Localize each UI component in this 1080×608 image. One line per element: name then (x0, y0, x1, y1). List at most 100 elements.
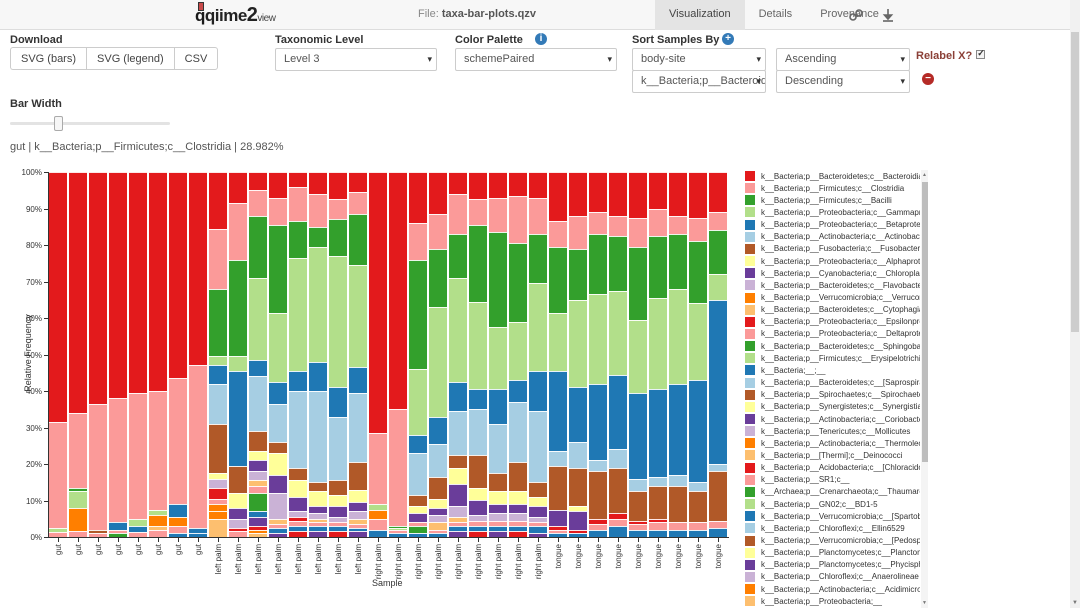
bar-segment[interactable] (629, 529, 647, 537)
bar-segment[interactable] (249, 516, 267, 526)
bar-segment[interactable] (589, 460, 607, 472)
download-icon[interactable] (880, 7, 896, 23)
bar-segment[interactable] (649, 297, 667, 390)
sample-bar[interactable] (589, 172, 607, 537)
bar-segment[interactable] (529, 482, 547, 497)
bar-segment[interactable] (709, 463, 727, 472)
bar-segment[interactable] (69, 172, 87, 413)
bar-segment[interactable] (649, 529, 667, 537)
bar-segment[interactable] (429, 507, 447, 516)
bar-segment[interactable] (549, 465, 567, 510)
bar-segment[interactable] (149, 509, 167, 516)
download-svg-bars-button[interactable]: SVG (bars) (10, 47, 87, 70)
bar-segment[interactable] (249, 511, 267, 517)
sample-bar[interactable] (709, 172, 727, 537)
bar-segment[interactable] (309, 531, 327, 537)
bar-segment[interactable] (709, 274, 727, 300)
bar-segment[interactable] (269, 442, 287, 453)
bar-segment[interactable] (589, 471, 607, 519)
bar-segment[interactable] (689, 217, 707, 242)
bar-segment[interactable] (209, 228, 227, 289)
bar-segment[interactable] (169, 533, 187, 537)
bar-segment[interactable] (109, 529, 127, 534)
legend-item[interactable]: k__Bacteria;__;__ (745, 364, 826, 376)
bar-segment[interactable] (489, 473, 507, 492)
bar-segment[interactable] (289, 370, 307, 391)
bar-segment[interactable] (629, 172, 647, 218)
legend-scroll-up-icon[interactable]: ▲ (922, 172, 927, 178)
bar-segment[interactable] (249, 480, 267, 486)
bar-segment[interactable] (149, 529, 167, 537)
bar-segment[interactable] (529, 370, 547, 412)
bar-segment[interactable] (329, 516, 347, 523)
sample-bar[interactable] (429, 172, 447, 537)
sample-bar[interactable] (389, 172, 407, 537)
bar-segment[interactable] (589, 529, 607, 537)
bar-segment[interactable] (289, 516, 307, 521)
bar-segment[interactable] (329, 199, 347, 220)
bar-segment[interactable] (629, 491, 647, 521)
bar-segment[interactable] (569, 215, 587, 249)
bar-segment[interactable] (249, 431, 267, 452)
legend-item[interactable]: k__Bacteria;p__Bacteroidetes;c__Sphingob… (745, 340, 920, 352)
bar-segment[interactable] (669, 485, 687, 523)
bar-segment[interactable] (509, 172, 527, 196)
bar-segment[interactable] (609, 374, 627, 450)
sample-bar[interactable] (329, 172, 347, 537)
bar-segment[interactable] (589, 524, 607, 530)
sample-bar[interactable] (469, 172, 487, 537)
bar-segment[interactable] (449, 193, 467, 235)
legend-item[interactable]: k__Bacteria;p__Cyanobacteria;c__Chloropl… (745, 267, 920, 279)
legend-item[interactable]: k__Bacteria;p__Firmicutes;c__Erysipelotr… (745, 352, 920, 364)
bar-segment[interactable] (329, 255, 347, 388)
bar-segment[interactable] (349, 392, 367, 463)
bar-segment[interactable] (449, 505, 467, 517)
bar-segment[interactable] (429, 515, 447, 523)
bar-segment[interactable] (309, 226, 327, 247)
bar-segment[interactable] (289, 467, 307, 481)
bar-segment[interactable] (609, 172, 627, 216)
bar-segment[interactable] (229, 465, 247, 494)
bar-segment[interactable] (529, 172, 547, 198)
bar-segment[interactable] (329, 522, 347, 526)
sample-bar[interactable] (189, 172, 207, 537)
bar-segment[interactable] (409, 495, 427, 506)
bar-segment[interactable] (249, 376, 267, 432)
bar-segment[interactable] (249, 359, 267, 377)
sort-field-select-1[interactable]: body-site ▾ (632, 48, 766, 71)
bar-segment[interactable] (269, 224, 287, 313)
bar-segment[interactable] (189, 172, 207, 366)
bar-segment[interactable] (349, 192, 367, 214)
legend-item[interactable]: k__Bacteria;p__[Thermi];c__Deinococci (745, 449, 902, 461)
bar-segment[interactable] (249, 190, 267, 216)
bar-segment[interactable] (689, 380, 707, 483)
bar-segment[interactable] (449, 531, 467, 537)
bar-segment[interactable] (569, 442, 587, 468)
bar-segment[interactable] (309, 193, 327, 227)
bar-segment[interactable] (489, 526, 507, 532)
bar-segment[interactable] (249, 526, 267, 530)
bar-segment[interactable] (609, 449, 627, 468)
sample-bar[interactable] (349, 172, 367, 537)
bar-segment[interactable] (249, 172, 267, 191)
bar-segment[interactable] (469, 520, 487, 526)
bar-segment[interactable] (669, 522, 687, 530)
bar-segment[interactable] (449, 516, 467, 523)
bar-segment[interactable] (349, 213, 367, 266)
bar-segment[interactable] (349, 524, 367, 528)
bar-segment[interactable] (189, 533, 207, 537)
sample-bar[interactable] (69, 172, 87, 537)
sample-bar[interactable] (549, 172, 567, 537)
bar-segment[interactable] (549, 370, 567, 452)
bar-segment[interactable] (349, 502, 367, 512)
bar-segment[interactable] (469, 531, 487, 537)
bar-segment[interactable] (469, 301, 487, 390)
bar-segment[interactable] (649, 485, 667, 519)
bar-segment[interactable] (489, 327, 507, 390)
legend-item[interactable]: k__Bacteria;p__Actinobacteria;c__Actinob… (745, 231, 920, 243)
bar-segment[interactable] (429, 416, 447, 444)
bar-segment[interactable] (569, 511, 587, 530)
bar-segment[interactable] (329, 494, 347, 506)
bar-segment[interactable] (329, 480, 347, 495)
bar-segment[interactable] (449, 234, 467, 278)
